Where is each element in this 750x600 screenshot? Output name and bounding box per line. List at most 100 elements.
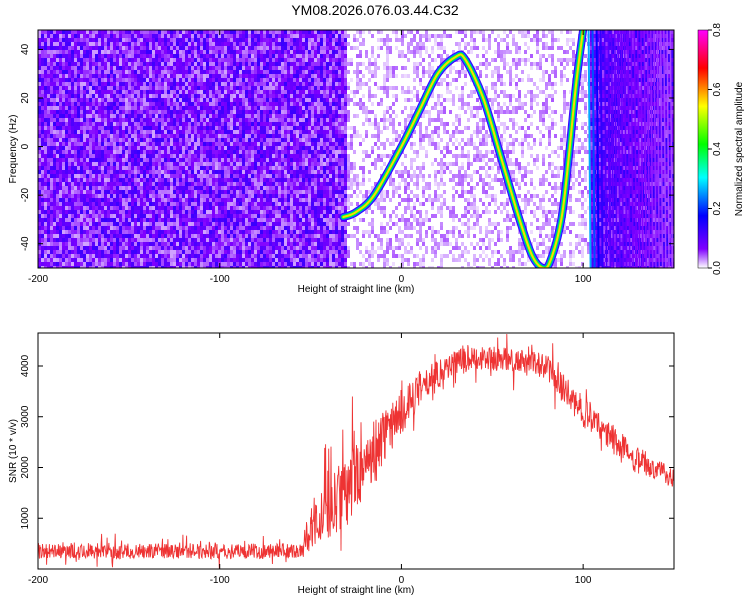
spectrogram-cell <box>236 138 239 142</box>
spectrogram-cell <box>260 150 263 154</box>
spectrogram-cell <box>98 242 101 246</box>
spectrogram-cell <box>125 158 128 162</box>
spectrogram-cell <box>149 142 152 146</box>
spectrogram-cell <box>68 222 71 226</box>
spectrogram-cell <box>134 126 137 130</box>
spectrogram-cell <box>257 218 260 222</box>
spectrogram-cell <box>182 30 185 34</box>
spectrogram-cell <box>71 254 74 258</box>
spectrogram-cell <box>155 126 158 130</box>
spectrogram-cell <box>146 210 149 214</box>
spectrogram-cell <box>194 206 197 210</box>
spectrogram-cell <box>164 46 167 50</box>
spectrogram-cell <box>278 42 281 46</box>
spectrogram-cell <box>38 106 41 110</box>
spectrogram-cell <box>122 78 125 82</box>
spectrogram-cell <box>206 170 209 174</box>
spectrogram-cell <box>161 222 164 226</box>
spectrogram-cell <box>80 166 83 170</box>
spectrogram-cell <box>278 130 281 134</box>
spectrogram-cell <box>257 206 260 210</box>
spectrogram-cell <box>203 94 206 98</box>
spectrogram-cell <box>86 238 89 242</box>
spectrogram-cell <box>185 126 188 130</box>
spectrogram-cell <box>128 66 131 70</box>
spectrogram-cell <box>254 74 257 78</box>
spectrogram-cell <box>65 186 68 190</box>
spectrogram-cell <box>245 262 248 266</box>
spectrogram-cell <box>56 46 59 50</box>
spectrogram-cell <box>47 202 50 206</box>
spectrogram-cell <box>113 150 116 154</box>
spectrogram-cell <box>47 206 50 210</box>
spectrogram-cell <box>104 254 107 258</box>
spectrogram-cell <box>227 238 230 242</box>
spectrogram-cell <box>194 134 197 138</box>
spectrogram-cell <box>86 54 89 58</box>
spectrogram-cell <box>89 118 92 122</box>
spectrogram-cell <box>161 194 164 198</box>
spectrogram-cell <box>176 150 179 154</box>
spectrogram-cell <box>251 98 254 102</box>
spectrogram-cell <box>275 238 278 242</box>
spectrogram-cell <box>254 182 257 186</box>
spectrogram-cell <box>119 102 122 106</box>
spectrogram-cell <box>146 146 149 150</box>
spectrogram-cell <box>179 194 182 198</box>
spectrogram-cell <box>215 30 218 34</box>
spectrogram-cell <box>44 38 47 42</box>
spectrogram-cell <box>278 66 281 70</box>
spectrogram-cell <box>95 254 98 258</box>
spectrogram-cell <box>182 170 185 174</box>
spectrogram-cell <box>230 110 233 114</box>
spectrogram-cell <box>158 246 161 250</box>
spectrogram-cell <box>185 70 188 74</box>
spectrogram-cell <box>251 190 254 194</box>
spectrogram-cell <box>191 242 194 246</box>
spectrogram-cell <box>227 102 230 106</box>
spectrogram-cell <box>41 194 44 198</box>
spectrogram-cell <box>170 122 173 126</box>
spectrogram-cell <box>248 250 251 254</box>
spectrogram-cell <box>245 66 248 70</box>
spectrogram-cell <box>95 186 98 190</box>
spectrogram-cell <box>140 114 143 118</box>
spectrogram-cell <box>191 122 194 126</box>
spectrogram-cell <box>68 210 71 214</box>
spectrogram-cell <box>134 102 137 106</box>
spectrogram-cell <box>272 170 275 174</box>
spectrogram-cell <box>182 186 185 190</box>
spectrogram-cell <box>155 46 158 50</box>
spectrogram-cell <box>239 54 242 58</box>
spectrogram-cell <box>107 50 110 54</box>
spectrogram-cell <box>107 214 110 218</box>
spectrogram-cell <box>227 98 230 102</box>
spectrogram-cell <box>86 198 89 202</box>
spectrogram-cell <box>209 190 212 194</box>
spectrogram-cell <box>200 98 203 102</box>
spectrogram-cell <box>107 86 110 90</box>
spectrogram-cell <box>47 138 50 142</box>
spectrogram-cell <box>167 66 170 70</box>
spectrogram-cell <box>143 162 146 166</box>
spectrogram-cell <box>257 98 260 102</box>
spectrogram-cell <box>128 34 131 38</box>
spectrogram-cell <box>191 114 194 118</box>
spectrogram-cell <box>86 230 89 234</box>
spectrogram-cell <box>44 94 47 98</box>
spectrogram-cell <box>83 174 86 178</box>
spectrogram-cell <box>239 98 242 102</box>
spectrogram-cell <box>251 202 254 206</box>
spectrogram-cell <box>128 58 131 62</box>
spectrogram-cell <box>125 154 128 158</box>
spectrogram-cell <box>182 122 185 126</box>
spectrogram-cell <box>44 78 47 82</box>
spectrogram-cell <box>110 234 113 238</box>
spectrogram-cell <box>170 106 173 110</box>
spectrogram-cell <box>239 166 242 170</box>
spectrogram-cell <box>188 166 191 170</box>
spectrogram-cell <box>146 214 149 218</box>
spectrogram-cell <box>95 154 98 158</box>
spectrogram-cell <box>260 58 263 62</box>
spectrogram-cell <box>101 30 104 34</box>
